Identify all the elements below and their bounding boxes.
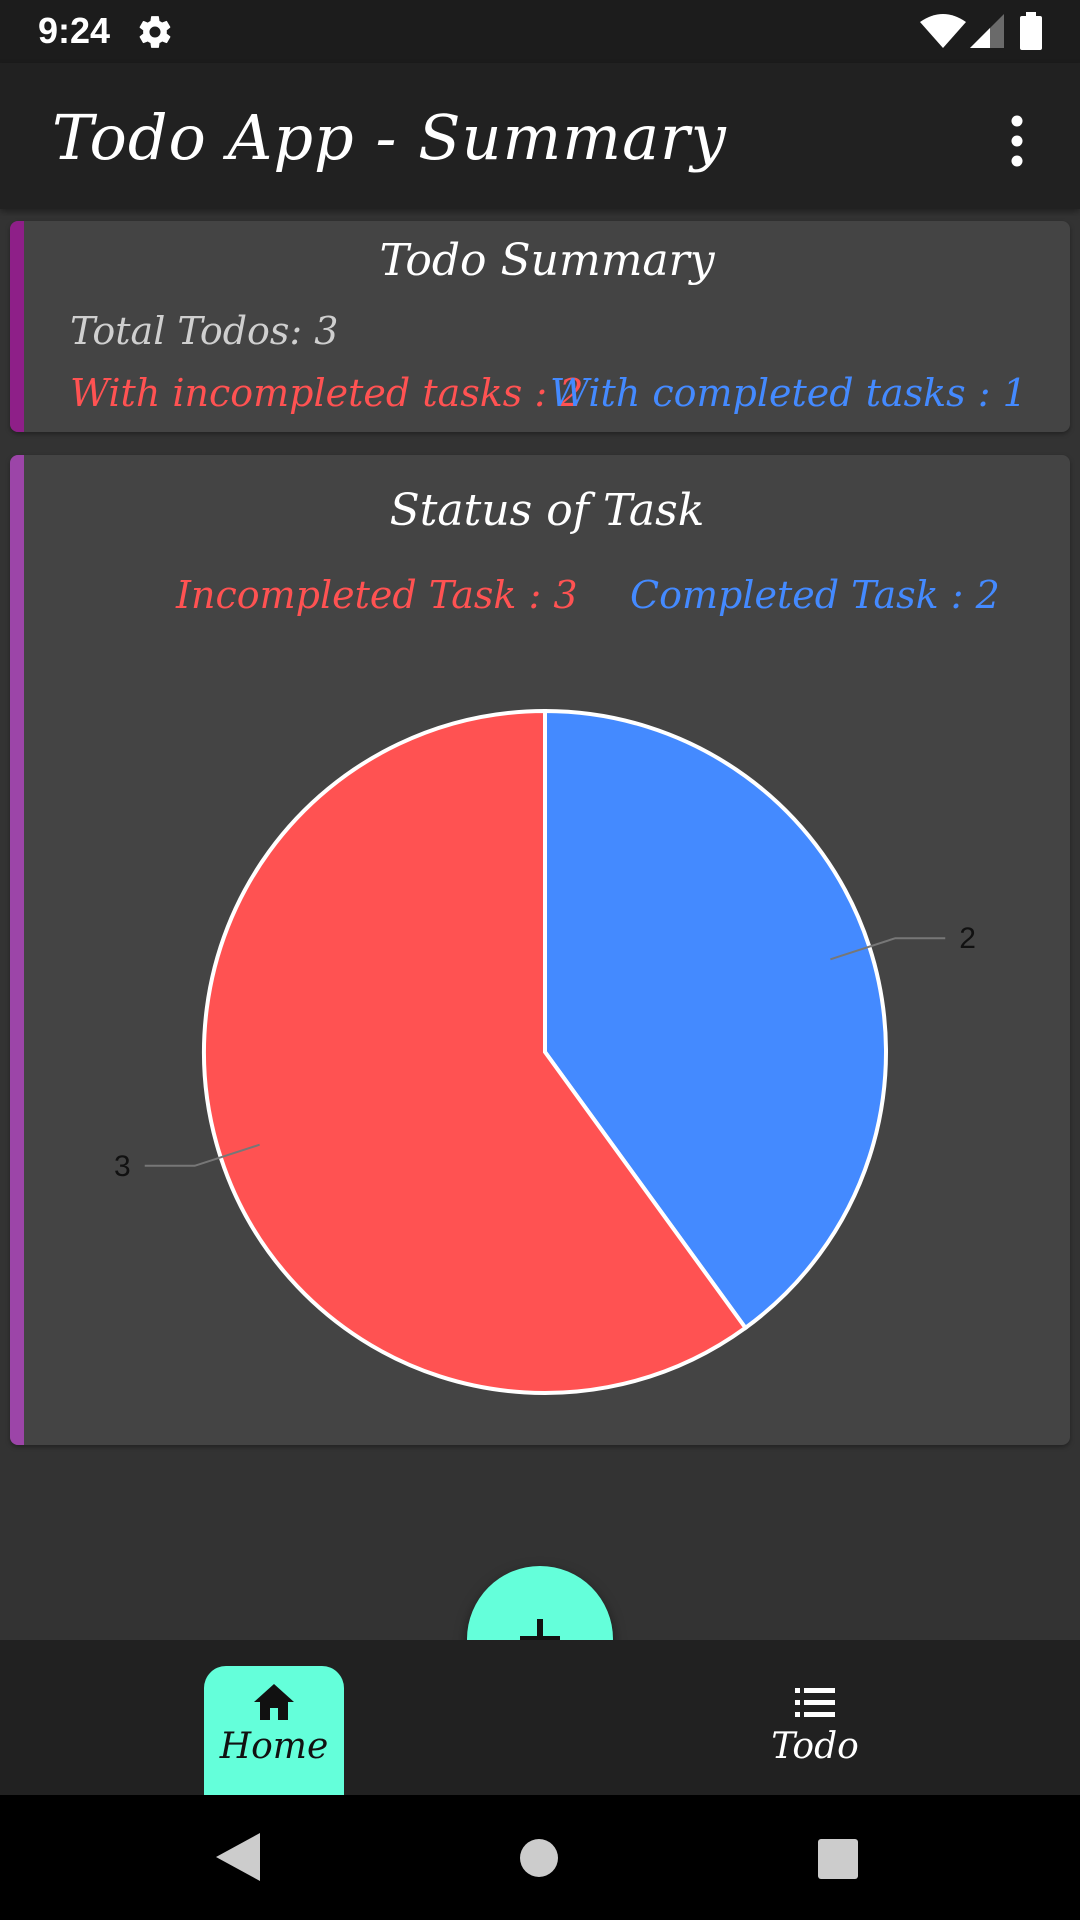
pie-leader-line xyxy=(144,1143,260,1167)
gear-icon xyxy=(139,16,171,48)
completed-tasks-text: With completed tasks : 1 xyxy=(550,371,1027,415)
todo-summary-title: Todo Summary xyxy=(379,235,715,286)
signal-icon xyxy=(970,14,1004,48)
back-icon[interactable] xyxy=(216,1833,260,1881)
plus-icon xyxy=(520,1619,560,1659)
nav-todo-label: Todo xyxy=(771,1726,859,1767)
app-bar: Todo App - Summary xyxy=(0,63,1080,209)
task-status-card: Status of Task Incompleted Task : 3 Comp… xyxy=(10,455,1070,1445)
legend-incompleted: Incompleted Task : 3 xyxy=(176,573,578,617)
app-title: Todo App - Summary xyxy=(52,101,727,174)
incompleted-tasks-text: With incompleted tasks : 2 xyxy=(70,371,584,415)
card-accent-bar xyxy=(10,221,24,432)
pie-chart: 23 xyxy=(114,708,976,1395)
nav-item-home[interactable]: Home xyxy=(204,1666,344,1795)
todo-summary-card: Todo Summary Total Todos: 3 With incompl… xyxy=(10,221,1070,432)
battery-icon xyxy=(1020,12,1042,50)
status-time: 9:24 xyxy=(38,10,111,51)
nav-item-todo[interactable]: Todo xyxy=(740,1666,890,1795)
more-vertical-icon[interactable] xyxy=(1000,111,1034,171)
legend-completed: Completed Task : 2 xyxy=(630,573,1000,617)
home-circle-icon[interactable] xyxy=(520,1839,558,1877)
total-todos-text: Total Todos: 3 xyxy=(70,309,339,353)
pie-label: 2 xyxy=(959,922,976,955)
task-status-title: Status of Task xyxy=(389,485,705,536)
list-icon xyxy=(795,1688,835,1717)
pie-label: 3 xyxy=(114,1150,131,1183)
recents-icon[interactable] xyxy=(818,1839,858,1879)
wifi-icon xyxy=(920,14,966,48)
bottom-navigation: Home Todo xyxy=(0,1640,1080,1795)
home-icon xyxy=(254,1684,294,1720)
pie-leader-line xyxy=(830,937,946,961)
card-accent-bar xyxy=(10,455,24,1445)
nav-home-label: Home xyxy=(219,1726,329,1767)
system-navigation-bar xyxy=(0,1795,1080,1920)
status-bar: 9:24 xyxy=(0,0,1080,63)
